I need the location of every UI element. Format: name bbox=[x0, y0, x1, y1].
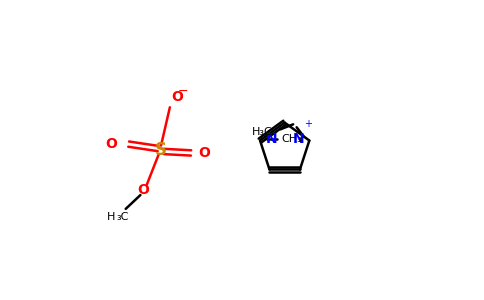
Text: N: N bbox=[265, 132, 277, 146]
Text: O: O bbox=[106, 137, 118, 151]
Text: O: O bbox=[137, 183, 149, 197]
Text: S: S bbox=[155, 141, 167, 159]
Text: O: O bbox=[171, 90, 183, 104]
Text: −: − bbox=[178, 85, 189, 98]
Text: H₃C: H₃C bbox=[252, 127, 272, 137]
Text: O: O bbox=[198, 146, 210, 160]
Text: CH₃: CH₃ bbox=[282, 134, 302, 144]
Text: N: N bbox=[292, 132, 304, 146]
Text: ₃C: ₃C bbox=[116, 212, 128, 222]
Text: +: + bbox=[304, 119, 312, 129]
Text: H: H bbox=[107, 212, 115, 222]
